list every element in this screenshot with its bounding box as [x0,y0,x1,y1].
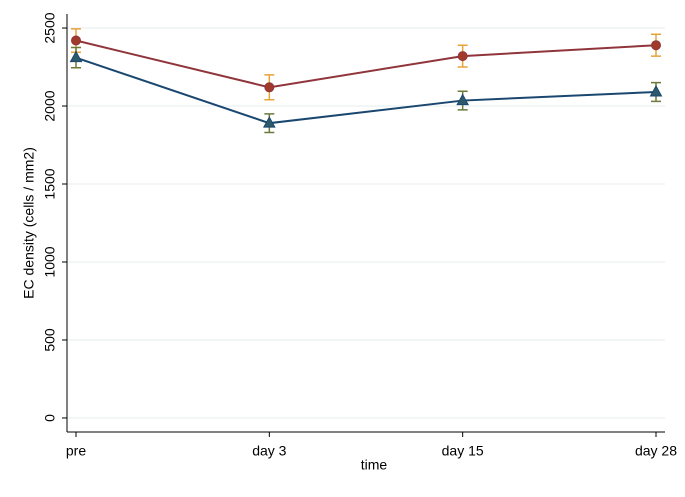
y-tick-label: 2500 [42,12,58,43]
y-tick-label: 500 [42,328,58,352]
y-tick-label: 2000 [42,90,58,121]
y-axis-title: EC density (cells / mm2) [21,147,37,299]
series-line [75,56,657,125]
x-tick-label: day 15 [442,443,484,459]
x-axis-title: time [361,457,388,473]
series-line [75,39,657,89]
marker [264,82,275,93]
marker [456,93,470,106]
y-tick-label: 1000 [42,246,58,277]
marker [651,40,661,51]
y-tick-label: 0 [42,414,58,422]
x-tick-label: day 28 [635,443,677,459]
marker [649,84,663,97]
marker [69,50,83,63]
y-tick-label: 1500 [42,168,58,199]
x-tick-label: pre [66,443,86,459]
marker [262,116,276,128]
marker [457,51,468,62]
x-tick-label: day 3 [252,443,286,459]
marker [71,35,81,46]
